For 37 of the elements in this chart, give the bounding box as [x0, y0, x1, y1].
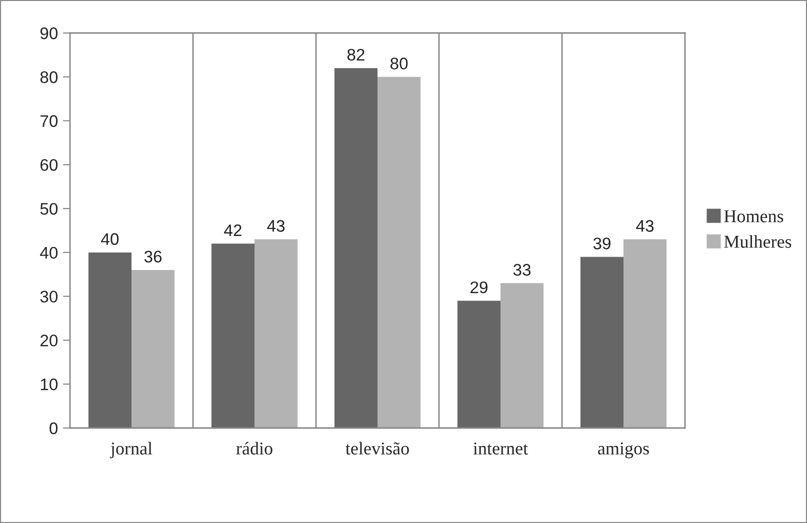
y-tick-label: 20 [40, 334, 58, 346]
data-label: 39 [593, 238, 610, 250]
x-tick-label: jornal [110, 442, 152, 458]
bar [580, 256, 624, 428]
x-tick-label: amigos [598, 442, 649, 458]
y-tick-label: 90 [40, 27, 58, 40]
y-tick-label: 60 [40, 159, 58, 171]
y-tick-label: 30 [40, 290, 58, 303]
data-label: 80 [390, 58, 408, 70]
data-label: 36 [144, 250, 162, 263]
y-tick-label: 80 [40, 71, 58, 84]
bar [211, 244, 254, 428]
x-tick-label: rádio [236, 442, 272, 455]
y-tick-label: 40 [40, 246, 58, 259]
bar [334, 68, 378, 428]
legend-label: Mulheres [724, 235, 792, 248]
data-label: 43 [267, 220, 285, 232]
data-label: 40 [101, 233, 119, 245]
y-tick-label: 70 [40, 115, 58, 127]
bar [457, 300, 500, 428]
bar [88, 252, 132, 428]
bar [500, 283, 544, 428]
bar [254, 239, 298, 428]
data-label: 42 [224, 224, 242, 236]
bar [624, 239, 667, 428]
y-tick-label: 0 [50, 422, 58, 434]
x-tick-label: internet [473, 442, 528, 455]
x-tick-label: televisão [346, 442, 409, 455]
data-label: 29 [470, 281, 488, 294]
data-label: 33 [513, 264, 531, 276]
y-tick-label: 50 [40, 202, 58, 215]
data-label: 43 [636, 220, 654, 232]
bar [132, 270, 175, 428]
y-tick-label: 10 [40, 378, 58, 390]
data-label: 82 [347, 48, 364, 61]
legend-label: Homens [724, 210, 784, 222]
bar [378, 76, 421, 428]
